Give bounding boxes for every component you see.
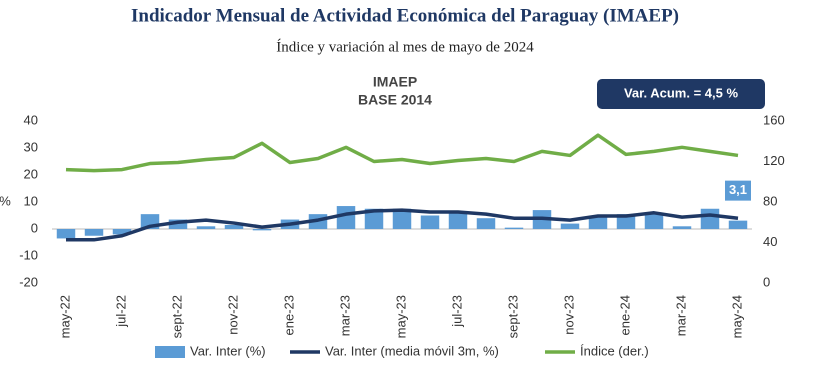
bar xyxy=(448,212,468,229)
x-tick-label: nov-22 xyxy=(225,295,240,335)
bar xyxy=(56,229,76,239)
data-label-box xyxy=(725,180,751,201)
bar xyxy=(476,218,496,229)
x-tick-label: ene-23 xyxy=(281,295,296,335)
y-tick-label: 40 xyxy=(24,112,38,127)
bar xyxy=(672,226,692,229)
bar xyxy=(252,229,272,231)
y-axis-label: % xyxy=(0,193,11,208)
chart-title: Indicador Mensual de Actividad Económica… xyxy=(131,5,679,26)
y2-tick-label: 80 xyxy=(763,193,777,208)
y-tick-label: 0 xyxy=(31,220,38,235)
data-label: 3,1 xyxy=(729,182,747,197)
bar xyxy=(84,229,104,236)
legend-label: Var. Inter (%) xyxy=(190,343,266,358)
x-tick-label: sept-22 xyxy=(169,295,184,338)
bar xyxy=(196,226,216,229)
legend-label: Índice (der.) xyxy=(580,343,649,358)
plot-title: BASE 2014 xyxy=(358,92,432,108)
y2-tick-label: 40 xyxy=(763,234,777,249)
legend-label: Var. Inter (media móvil 3m, %) xyxy=(325,343,499,358)
annotation-box xyxy=(597,79,765,109)
line xyxy=(65,133,739,173)
x-tick-label: mar-23 xyxy=(337,295,352,336)
y2-tick-label: 160 xyxy=(763,112,785,127)
bar xyxy=(616,214,636,229)
bar xyxy=(392,208,412,229)
y-tick-label: 30 xyxy=(24,139,38,154)
bar xyxy=(224,224,244,229)
bar xyxy=(588,216,608,229)
bar xyxy=(336,206,356,229)
bar xyxy=(364,208,384,229)
y2-tick-label: 0 xyxy=(763,274,770,289)
annotation: Var. Acum. = 4,5 % xyxy=(624,85,738,100)
bar xyxy=(420,215,440,229)
chart-subtitle: Índice y variación al mes de mayo de 202… xyxy=(276,38,534,55)
bar xyxy=(168,219,188,229)
y2-tick-label: 120 xyxy=(763,153,785,168)
x-tick-label: may-24 xyxy=(729,295,744,338)
plot-title: IMAEP xyxy=(373,74,417,90)
y-tick-label: -20 xyxy=(19,274,38,289)
bar xyxy=(560,223,580,229)
x-tick-label: jul-22 xyxy=(113,295,128,328)
bar xyxy=(728,220,748,229)
x-tick-label: nov-23 xyxy=(561,295,576,335)
y-tick-label: 20 xyxy=(24,166,38,181)
bar xyxy=(112,229,132,235)
line xyxy=(66,208,739,242)
x-tick-label: may-22 xyxy=(57,295,72,338)
legend-swatch xyxy=(155,346,185,358)
x-tick-label: may-23 xyxy=(393,295,408,338)
x-tick-label: sept-23 xyxy=(505,295,520,338)
y-tick-label: 10 xyxy=(24,193,38,208)
y-tick-label: -10 xyxy=(19,247,38,262)
x-tick-label: jul-23 xyxy=(449,295,464,328)
bar xyxy=(700,208,720,229)
bar xyxy=(644,214,664,229)
x-tick-label: mar-24 xyxy=(673,295,688,336)
x-tick-label: ene-24 xyxy=(617,295,632,335)
bar xyxy=(504,227,524,229)
